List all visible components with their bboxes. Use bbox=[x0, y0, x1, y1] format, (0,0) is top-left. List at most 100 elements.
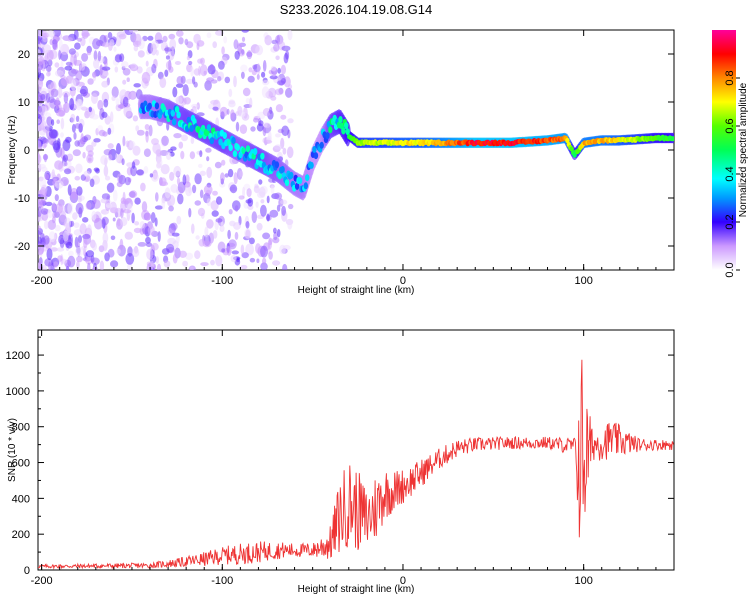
spectrogram-noise-cell bbox=[38, 77, 44, 89]
spectrogram-noise-cell bbox=[245, 97, 250, 104]
spectrogram-noise-cell bbox=[197, 207, 206, 217]
spectrogram-noise-cell bbox=[229, 184, 238, 194]
spectrogram-noise-cell bbox=[79, 88, 87, 95]
spectrogram-noise-cell bbox=[271, 39, 278, 45]
spectrogram-noise-cell bbox=[240, 264, 248, 270]
spectrogram-noise-cell bbox=[107, 143, 114, 149]
spectrogram-noise-cell bbox=[280, 199, 288, 205]
spectrogram-noise-cell bbox=[241, 71, 245, 80]
spectrogram-noise-cell bbox=[130, 63, 138, 70]
spectrogram-noise-cell bbox=[168, 205, 174, 212]
spectrogram-noise-cell bbox=[163, 260, 171, 268]
spectrogram-noise-cell bbox=[124, 231, 133, 240]
spectrogram-noise-cell bbox=[76, 255, 83, 263]
spectrogram-noise-cell bbox=[241, 36, 246, 42]
colorbar-tick-label: 0.2 bbox=[724, 214, 736, 229]
spectrogram-noise-cell bbox=[93, 58, 100, 69]
spectrogram-noise-cell bbox=[220, 221, 224, 232]
spectrogram-noise-cell bbox=[255, 201, 259, 208]
spectrogram-noise-cell bbox=[188, 207, 192, 218]
spectrogram-noise-cell bbox=[122, 96, 129, 108]
spectrogram-noise-cell bbox=[121, 61, 129, 68]
colorbar-gradient bbox=[712, 30, 736, 270]
snr-y-tick-label: 800 bbox=[12, 422, 30, 434]
spectrogram-noise-cell bbox=[84, 175, 91, 182]
spectrogram-noise-cell bbox=[124, 176, 131, 186]
spectrogram-noise-cell bbox=[113, 189, 118, 202]
snr-y-tick-label: 1200 bbox=[6, 350, 30, 362]
spectrogram-noise-cell bbox=[38, 106, 43, 113]
spectrogram-noise-cell bbox=[281, 125, 290, 137]
spectrogram-noise-cell bbox=[164, 187, 171, 199]
spectrogram-noise-cell bbox=[248, 237, 255, 245]
spectrogram-noise-cell bbox=[268, 251, 273, 260]
spectrogram-noise-cell bbox=[74, 123, 81, 129]
spectrogram-noise-cell bbox=[240, 111, 246, 117]
spectrogram-ridge-cell bbox=[305, 174, 310, 182]
spectrogram-noise-cell bbox=[82, 151, 86, 159]
spectrogram-noise-cell bbox=[91, 141, 97, 147]
spectrogram-noise-cell bbox=[122, 209, 132, 214]
spectrogram-noise-cell bbox=[86, 51, 92, 56]
spectrogram-noise-cell bbox=[56, 247, 65, 252]
spectrogram-noise-cell bbox=[189, 151, 196, 160]
spectrogram-noise-cell bbox=[149, 173, 154, 178]
snr-x-tick-label: -100 bbox=[211, 575, 233, 587]
spectrogram-noise-cell bbox=[212, 41, 217, 49]
spectrogram-noise-cell bbox=[192, 184, 197, 194]
spectrogram-noise-cell bbox=[245, 243, 255, 256]
spectrogram-ridge-cell bbox=[260, 152, 265, 160]
spectrogram-noise-cell bbox=[220, 172, 225, 183]
spectrogram-noise-cell bbox=[209, 63, 215, 72]
spectrogram-noise-cell bbox=[38, 66, 42, 73]
spectrogram-noise-cell bbox=[217, 76, 222, 82]
spectrogram-noise-cell bbox=[45, 201, 53, 207]
spectrogram-noise-cell bbox=[221, 248, 226, 253]
spectrogram-y-tick-label: 10 bbox=[18, 97, 30, 109]
spectrogram-noise-cell bbox=[173, 133, 182, 139]
spectrogram-noise-cell bbox=[60, 132, 64, 138]
spectrogram-noise-cell bbox=[159, 77, 167, 89]
spectrogram-noise-cell bbox=[55, 203, 63, 214]
spectrogram-noise-cell bbox=[188, 60, 193, 66]
spectrogram-noise-cell bbox=[83, 239, 88, 249]
spectrogram-noise-cell bbox=[75, 163, 83, 174]
spectrogram-noise-cell bbox=[65, 136, 72, 143]
spectrogram-noise-cell bbox=[101, 42, 110, 48]
spectrogram-noise-cell bbox=[233, 39, 239, 50]
spectrogram-noise-cell bbox=[111, 95, 116, 102]
spectrogram-ridge-cell bbox=[328, 126, 333, 134]
spectrogram-noise-cell bbox=[233, 172, 238, 185]
spectrogram-ridge-cell bbox=[289, 171, 294, 179]
spectrogram-noise-cell bbox=[263, 122, 271, 128]
spectrogram-noise-cell bbox=[267, 239, 272, 250]
spectrogram-noise-cell bbox=[98, 129, 106, 137]
spectrogram-noise-cell bbox=[206, 32, 212, 39]
spectrogram-noise-cell bbox=[242, 87, 251, 97]
spectrogram-ridge-cell bbox=[228, 144, 233, 152]
spectrogram-noise-cell bbox=[230, 109, 235, 120]
spectrogram-noise-cell bbox=[174, 61, 181, 65]
spectrogram-noise-cell bbox=[92, 199, 101, 210]
spectrogram-noise-cell bbox=[260, 199, 265, 204]
spectrogram-noise-cell bbox=[136, 169, 144, 176]
spectrogram-ridge-cell bbox=[565, 137, 570, 144]
spectrogram-ridge-cell bbox=[253, 148, 258, 155]
spectrogram-noise-cell bbox=[39, 88, 48, 95]
spectrogram-noise-cell bbox=[97, 99, 104, 111]
spectrogram-noise-cell bbox=[198, 239, 206, 247]
spectrogram-noise-cell bbox=[280, 114, 287, 120]
snr-y-tick-label: 0 bbox=[24, 565, 30, 577]
spectrogram-ridge-cell bbox=[218, 138, 223, 146]
spectrogram-noise-cell bbox=[145, 212, 151, 221]
spectrogram-noise-cell bbox=[74, 175, 81, 181]
spectrogram-noise-cell bbox=[73, 59, 83, 66]
spectrogram-noise-cell bbox=[107, 127, 112, 135]
spectrogram-noise-cell bbox=[145, 60, 149, 67]
spectrogram-noise-cell bbox=[115, 152, 121, 163]
spectrogram-noise-cell bbox=[87, 150, 94, 157]
spectrogram-noise-cell bbox=[91, 257, 100, 265]
spectrogram-noise-cell bbox=[282, 263, 288, 270]
spectrogram-noise-cell bbox=[224, 76, 231, 84]
spectrogram-ridge-cell bbox=[313, 152, 319, 160]
